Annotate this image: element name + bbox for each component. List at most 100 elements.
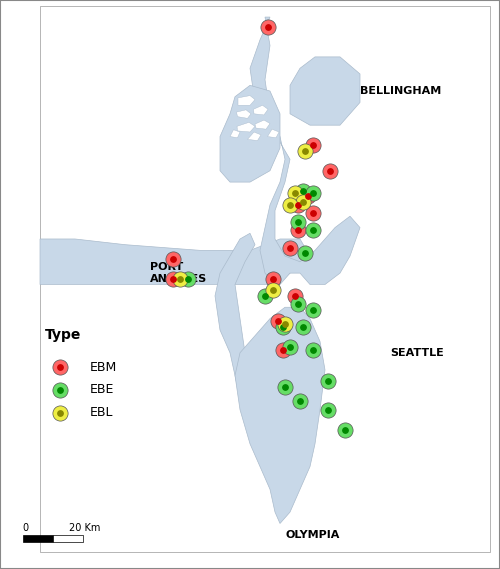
Point (308, 189, 316, 198)
Point (326, 166, 334, 175)
Point (298, 323, 306, 332)
Point (308, 345, 316, 354)
Point (176, 274, 184, 283)
Point (291, 291, 299, 300)
Point (301, 249, 309, 258)
Polygon shape (268, 129, 279, 138)
Point (294, 217, 302, 226)
Point (168, 254, 176, 263)
Text: EBE: EBE (90, 384, 114, 396)
Point (308, 306, 316, 315)
Point (294, 200, 302, 209)
Point (298, 186, 306, 195)
Point (301, 146, 309, 155)
Point (274, 317, 281, 326)
Text: Type: Type (45, 328, 82, 341)
Point (294, 226, 302, 235)
Point (286, 243, 294, 252)
Point (56, 385, 64, 394)
Point (278, 323, 286, 332)
Point (264, 23, 272, 32)
Point (291, 189, 299, 198)
Point (281, 382, 289, 391)
Point (281, 320, 289, 329)
Point (298, 186, 306, 195)
Point (176, 274, 184, 283)
Text: SEATTLE: SEATTLE (390, 348, 444, 358)
Text: EBL: EBL (90, 406, 114, 419)
Polygon shape (254, 105, 268, 115)
Point (56, 385, 64, 394)
Text: OLYMPIA: OLYMPIA (285, 530, 340, 540)
Point (296, 397, 304, 406)
Bar (52, 535, 82, 542)
Point (308, 345, 316, 354)
Text: EBM: EBM (90, 361, 117, 373)
Point (281, 382, 289, 391)
Point (291, 291, 299, 300)
Point (278, 323, 286, 332)
Point (341, 425, 349, 434)
Point (308, 189, 316, 198)
Polygon shape (235, 307, 325, 523)
Polygon shape (40, 239, 310, 284)
Point (286, 200, 294, 209)
Polygon shape (215, 233, 255, 398)
Point (268, 274, 276, 283)
Point (278, 345, 286, 354)
Point (296, 397, 304, 406)
Point (56, 408, 64, 417)
Point (286, 343, 294, 352)
Point (268, 286, 276, 295)
Point (298, 197, 306, 207)
Polygon shape (255, 120, 270, 129)
Point (341, 425, 349, 434)
Text: 0: 0 (22, 523, 28, 533)
Point (274, 317, 281, 326)
Point (261, 291, 269, 300)
Point (168, 274, 176, 283)
Point (324, 377, 332, 386)
Polygon shape (248, 132, 261, 141)
Point (294, 300, 302, 309)
Point (294, 300, 302, 309)
Point (308, 306, 316, 315)
Point (308, 226, 316, 235)
Bar (22, 535, 52, 542)
Polygon shape (290, 57, 360, 125)
Point (324, 377, 332, 386)
Point (184, 274, 192, 283)
Point (308, 209, 316, 218)
Point (264, 23, 272, 32)
Point (56, 362, 64, 372)
Point (294, 200, 302, 209)
Point (286, 200, 294, 209)
Point (278, 345, 286, 354)
Point (308, 141, 316, 150)
Point (324, 405, 332, 414)
Point (56, 408, 64, 417)
Point (301, 146, 309, 155)
Point (281, 320, 289, 329)
Polygon shape (220, 85, 280, 182)
Point (168, 254, 176, 263)
Polygon shape (238, 96, 255, 105)
Point (294, 226, 302, 235)
Point (308, 226, 316, 235)
Polygon shape (236, 110, 251, 118)
Point (304, 192, 312, 201)
Point (286, 243, 294, 252)
Text: PORT
ANGELES: PORT ANGELES (150, 262, 208, 284)
Point (268, 274, 276, 283)
Polygon shape (250, 17, 360, 284)
Point (291, 189, 299, 198)
Point (286, 343, 294, 352)
Point (301, 249, 309, 258)
Point (298, 323, 306, 332)
Point (268, 286, 276, 295)
Point (308, 141, 316, 150)
Point (261, 291, 269, 300)
Point (294, 217, 302, 226)
Point (168, 274, 176, 283)
Point (184, 274, 192, 283)
